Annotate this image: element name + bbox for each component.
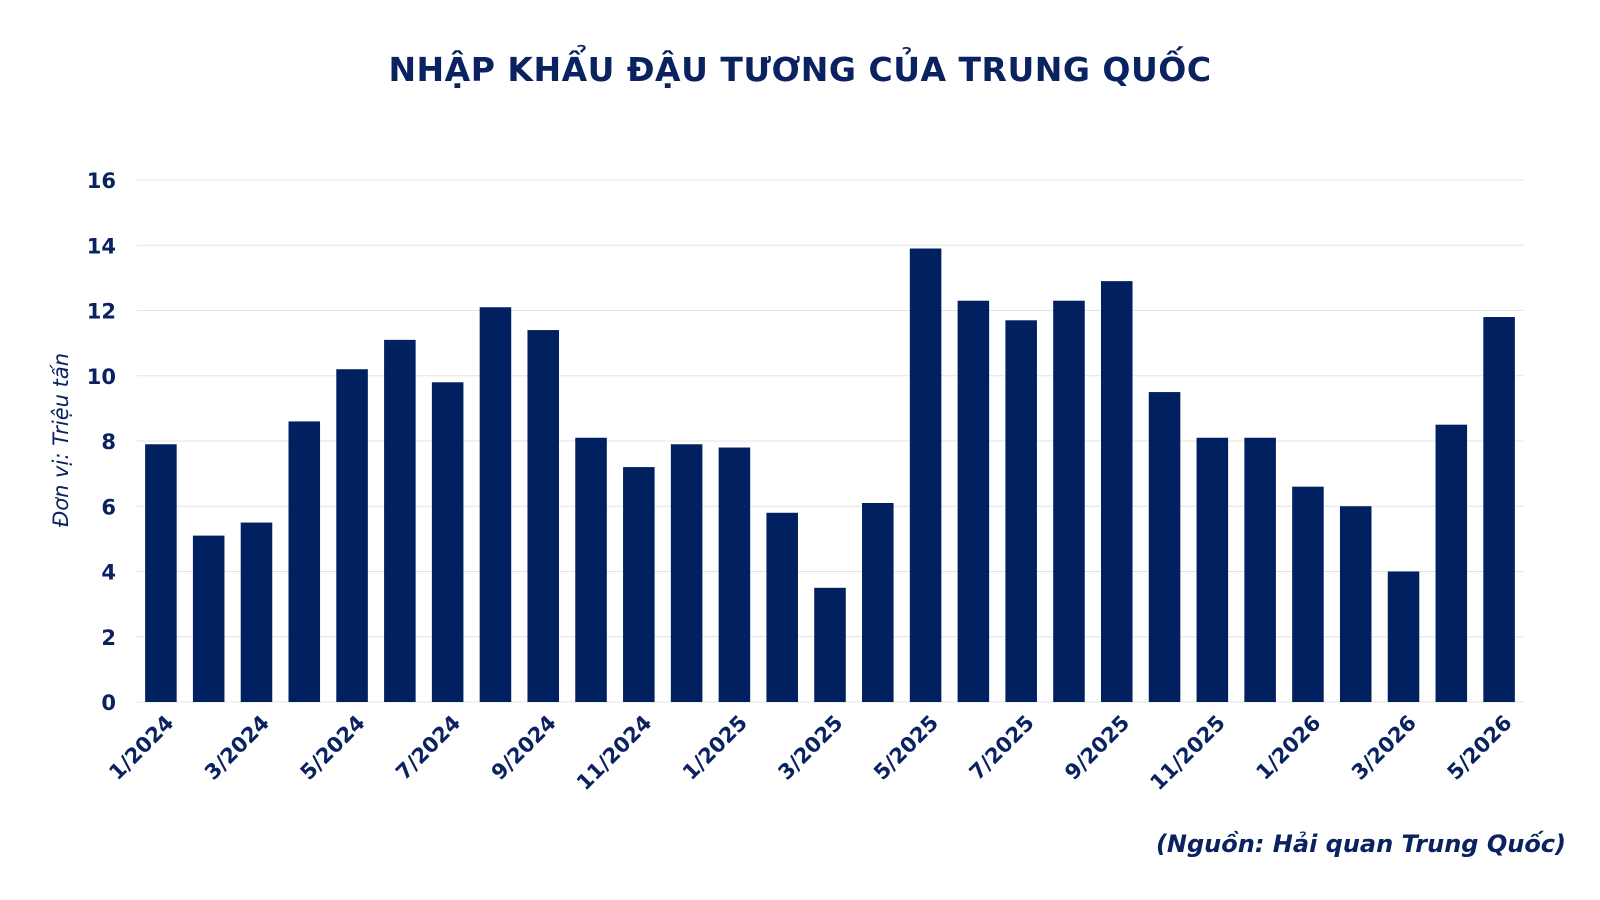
- x-tick-label: 3/2024: [200, 711, 274, 785]
- bar-11-2025: [1196, 437, 1229, 702]
- bar-7-2025: [1005, 320, 1037, 702]
- bar-1-2026: [1292, 486, 1324, 702]
- bar-11-2024: [623, 467, 655, 702]
- bar-4-2024: [288, 421, 321, 702]
- bar-8-2024: [479, 307, 512, 702]
- x-tick-label: 1/2024: [104, 711, 178, 785]
- x-tick-label: 5/2024: [296, 711, 370, 785]
- x-tick-label: 11/2025: [1145, 711, 1229, 795]
- bar-4-2026: [1435, 424, 1468, 702]
- y-tick-label: 14: [87, 234, 116, 258]
- bar-1-2024: [145, 444, 177, 702]
- bar-3-2024: [240, 522, 273, 702]
- bar-2-2025: [766, 512, 798, 702]
- x-tick-label: 9/2025: [1060, 711, 1134, 785]
- y-tick-label: 10: [87, 365, 116, 389]
- y-tick-label: 6: [101, 495, 116, 519]
- y-tick-label: 16: [87, 169, 116, 193]
- y-tick-label: 12: [87, 300, 116, 324]
- bar-9-2025: [1100, 281, 1133, 702]
- x-tick-label: 11/2024: [572, 711, 656, 795]
- bars: [145, 248, 1515, 702]
- x-tick-label: 1/2026: [1251, 711, 1325, 785]
- y-axis-title: Đơn vị: Triệu tấn: [49, 353, 73, 527]
- bar-5-2025: [909, 248, 942, 702]
- bar-10-2025: [1148, 392, 1181, 702]
- bar-12-2024: [670, 444, 703, 702]
- y-tick-label: 8: [101, 430, 116, 454]
- y-axis-ticks: 0 2 4 6 8 10 12 14 16: [87, 169, 116, 715]
- bar-5-2024: [336, 369, 368, 702]
- bar-6-2024: [384, 339, 416, 702]
- bar-3-2026: [1387, 571, 1420, 702]
- x-tick-label: 3/2026: [1347, 711, 1421, 785]
- source-note: (Nguồn: Hải quan Trung Quốc): [1155, 830, 1566, 858]
- bar-1-2025: [718, 447, 751, 702]
- x-tick-label: 1/2025: [678, 711, 752, 785]
- y-tick-label: 0: [101, 691, 116, 715]
- x-tick-label: 7/2024: [391, 711, 465, 785]
- bar-10-2024: [575, 437, 607, 702]
- bar-8-2025: [1053, 300, 1085, 702]
- x-tick-label: 5/2025: [869, 711, 943, 785]
- bar-2-2024: [192, 535, 225, 702]
- y-tick-label: 2: [101, 626, 116, 650]
- x-axis-ticks: 1/2024 3/2024 5/2024 7/2024 9/2024 11/2024 1/2…: [104, 711, 1516, 795]
- bar-6-2025: [957, 300, 990, 702]
- chart-title: NHẬP KHẨU ĐẬU TƯƠNG CỦA TRUNG QUỐC: [388, 50, 1212, 89]
- x-tick-label: 9/2024: [487, 711, 561, 785]
- bar-2-2026: [1339, 506, 1372, 702]
- bar-9-2024: [527, 330, 560, 702]
- y-tick-label: 4: [101, 561, 116, 585]
- bar-5-2026: [1483, 317, 1515, 702]
- x-tick-label: 3/2025: [773, 711, 847, 785]
- bar-12-2025: [1244, 437, 1276, 702]
- bar-7-2024: [431, 382, 464, 702]
- bar-4-2025: [862, 502, 894, 702]
- x-tick-label: 5/2026: [1443, 711, 1517, 785]
- x-tick-label: 7/2025: [965, 711, 1039, 785]
- bar-3-2025: [814, 587, 846, 702]
